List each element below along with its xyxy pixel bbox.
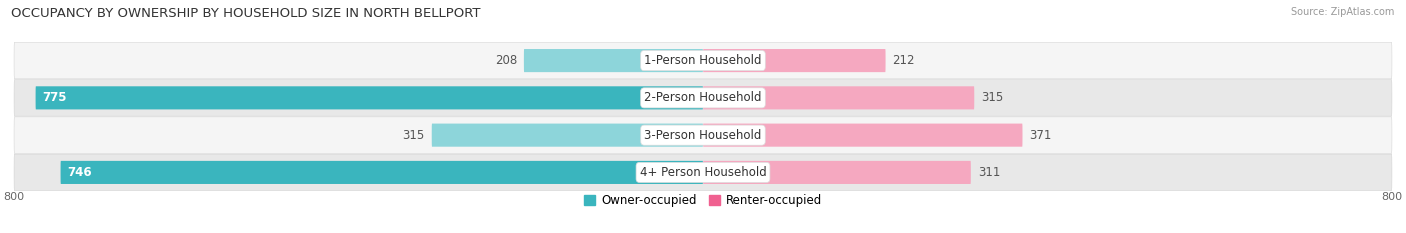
- FancyBboxPatch shape: [524, 49, 703, 72]
- FancyBboxPatch shape: [14, 154, 1392, 191]
- Text: 3-Person Household: 3-Person Household: [644, 129, 762, 142]
- FancyBboxPatch shape: [703, 49, 886, 72]
- FancyBboxPatch shape: [14, 42, 1392, 79]
- FancyBboxPatch shape: [432, 123, 703, 147]
- Text: 315: 315: [981, 91, 1004, 104]
- Text: 371: 371: [1029, 129, 1052, 142]
- Text: Source: ZipAtlas.com: Source: ZipAtlas.com: [1291, 7, 1395, 17]
- FancyBboxPatch shape: [703, 123, 1022, 147]
- Text: 4+ Person Household: 4+ Person Household: [640, 166, 766, 179]
- FancyBboxPatch shape: [35, 86, 703, 110]
- Legend: Owner-occupied, Renter-occupied: Owner-occupied, Renter-occupied: [579, 190, 827, 212]
- FancyBboxPatch shape: [703, 86, 974, 110]
- Text: 1-Person Household: 1-Person Household: [644, 54, 762, 67]
- Text: 315: 315: [402, 129, 425, 142]
- FancyBboxPatch shape: [14, 117, 1392, 153]
- Text: 311: 311: [977, 166, 1000, 179]
- Text: 208: 208: [495, 54, 517, 67]
- Text: OCCUPANCY BY OWNERSHIP BY HOUSEHOLD SIZE IN NORTH BELLPORT: OCCUPANCY BY OWNERSHIP BY HOUSEHOLD SIZE…: [11, 7, 481, 20]
- Text: 2-Person Household: 2-Person Household: [644, 91, 762, 104]
- FancyBboxPatch shape: [703, 161, 970, 184]
- Text: 775: 775: [42, 91, 67, 104]
- Text: 746: 746: [67, 166, 91, 179]
- FancyBboxPatch shape: [60, 161, 703, 184]
- Text: 212: 212: [893, 54, 915, 67]
- FancyBboxPatch shape: [14, 80, 1392, 116]
